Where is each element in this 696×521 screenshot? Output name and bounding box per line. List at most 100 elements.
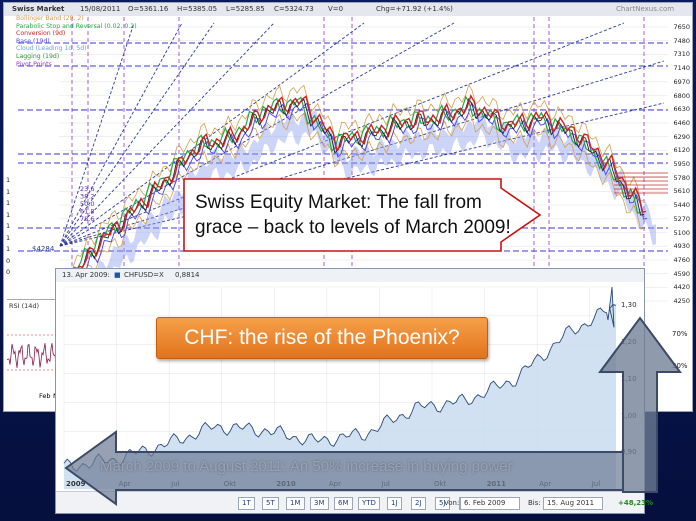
percent-change: +48,23% [618, 499, 654, 507]
low-marker: $4284 [32, 245, 55, 253]
chf-x-tick: Apr [539, 480, 552, 488]
source-label: ChartNexus.com [616, 5, 675, 13]
fan-line [59, 102, 665, 247]
chf-instrument: CHFUSD=X [124, 271, 164, 279]
range-button[interactable]: 1J [387, 497, 402, 510]
chf-x-tick: 2011 [486, 480, 507, 488]
range-toolbar: 1T5T1M3M6MYTD1J2J5JMax. Von: 6. Feb 2009… [56, 491, 653, 513]
chf-x-tick: Jul [171, 480, 180, 488]
header-date: 15/08/2011 [80, 5, 121, 13]
swiss-market-plot: 23.638.250.061.878.6 $4284 [18, 17, 668, 325]
range-button[interactable]: 5T [262, 497, 279, 510]
fib-label: 38.2 [80, 193, 94, 201]
side-y-tick: 30% [672, 362, 688, 370]
legend-entry: Pivot Points [16, 60, 52, 68]
fan-line [59, 22, 365, 247]
rsi-panel: RSI (14d) Feb M [7, 299, 59, 400]
price-tick: 6460 [673, 118, 690, 127]
indicator-legend: Bollinger Band (20, 2) Parabolic Stop and… [16, 15, 137, 68]
fan-line [59, 22, 275, 247]
fib-label: 23.6 [80, 185, 94, 193]
from-date-field[interactable]: 6. Feb 2009 [460, 497, 520, 510]
chf-x-tick: 2010 [276, 480, 296, 488]
price-tick: 6630 [673, 105, 690, 114]
header-high: H=5385.05 [177, 5, 218, 13]
price-tick: 4930 [673, 242, 690, 251]
chf-y-tick: 1,30 [621, 301, 637, 310]
header-low: L=5285.85 [226, 5, 265, 13]
legend-entry: Conversion (9d) [16, 30, 66, 38]
series-marker-icon: ■ [114, 271, 121, 279]
price-tick: 4420 [673, 283, 690, 292]
chf-x-tick: 2009 [66, 480, 86, 488]
swiss-callout-line1: Swiss Equity Market: The fall from [195, 192, 482, 213]
range-button[interactable]: YTD [358, 497, 380, 510]
fib-label: 61.8 [80, 208, 94, 216]
range-button[interactable]: 6M [334, 497, 353, 510]
price-tick: 5950 [673, 160, 690, 168]
chf-y-tick: 1,10 [621, 374, 637, 383]
swiss-callout: Swiss Equity Market: The fall from grace… [183, 178, 543, 252]
chf-x-tick: Okt [223, 480, 237, 488]
chf-date-label: 13. Apr 2009: [62, 271, 110, 279]
chf-y-tick: 1,20 [621, 338, 637, 347]
fan-line [59, 22, 215, 247]
price-axis: 7650 7480 7310 7140 6970 6800 6630 6460 6290 6120… [668, 3, 692, 411]
base-line [62, 101, 648, 299]
price-tick: 5780 [673, 173, 690, 182]
legend-entry: Lagging (19d) [16, 52, 60, 60]
header-close: C=5324.73 [274, 5, 314, 13]
instrument-name: Swiss Market [12, 5, 65, 13]
chf-x-tick: Apr [328, 480, 341, 488]
range-button[interactable]: 3M [310, 497, 329, 510]
legend-entry: Parabolic Stop and Reversal (0.02, 0.2) [16, 22, 137, 30]
price-tick: 7140 [673, 64, 690, 73]
fan-line [59, 60, 665, 247]
price-tick: 6120 [673, 146, 690, 155]
header-open: O=5361.16 [128, 5, 169, 13]
fib-label: 50.0 [80, 200, 94, 208]
rsi-label: RSI (14d) [9, 302, 40, 310]
price-tick: 5270 [673, 214, 690, 223]
chf-y-tick: 0,90 [621, 448, 637, 457]
rsi-x-label-feb: Feb [39, 392, 51, 400]
from-label: Von: [444, 499, 460, 507]
chf-plot [63, 286, 617, 490]
price-tick: 4760 [673, 255, 690, 264]
phoenix-callout: CHF: the rise of the Phoenix? [156, 317, 488, 359]
price-tick: 4590 [673, 269, 690, 278]
chf-x-tick: Apr [118, 480, 131, 488]
price-tick: 7650 [673, 23, 690, 31]
conversion-line [61, 94, 647, 292]
price-tick: 6290 [673, 132, 690, 141]
price-tick: 7310 [673, 50, 690, 59]
bollinger-lower [59, 111, 645, 309]
legend-entry: Bollinger Band (20, 2) [16, 15, 84, 22]
price-tick: 5610 [673, 187, 690, 196]
price-tick: 5100 [673, 228, 690, 237]
bollinger-upper [59, 83, 645, 281]
range-button[interactable]: 1M [286, 497, 305, 510]
fan-line [59, 22, 183, 247]
buying-power-caption: March 2009 to August 2011: An 50% increa… [100, 458, 513, 475]
chf-x-tick: Jul [381, 480, 390, 488]
price-tick: 6800 [673, 91, 690, 100]
legend-entry: Cloud (Leading 1d, 5d) [16, 45, 87, 53]
chf-x-tick: Jul [591, 480, 601, 488]
to-label: Bis: [528, 499, 541, 507]
chf-x-tick: Okt [434, 480, 447, 488]
to-date-field[interactable]: 15. Aug 2011 [543, 497, 603, 510]
fan-line [59, 22, 625, 247]
ichimoku-cloud [72, 108, 656, 325]
chf-y-tick: 1,00 [621, 411, 637, 420]
chf-chart-header: 13. Apr 2009: ■ CHFUSD=X 0,8814 [56, 269, 644, 282]
range-button[interactable]: 2J [411, 497, 426, 510]
range-button[interactable]: 1T [238, 497, 255, 510]
swiss-callout-line2: grace – back to levels of March 2009! [195, 217, 511, 238]
chf-value: 0,8814 [175, 271, 200, 279]
price-tick: 7480 [673, 36, 690, 45]
side-y-tick: 70% [672, 330, 688, 338]
price-tick: 5440 [673, 201, 690, 210]
header-volume: V=0 [328, 5, 344, 13]
